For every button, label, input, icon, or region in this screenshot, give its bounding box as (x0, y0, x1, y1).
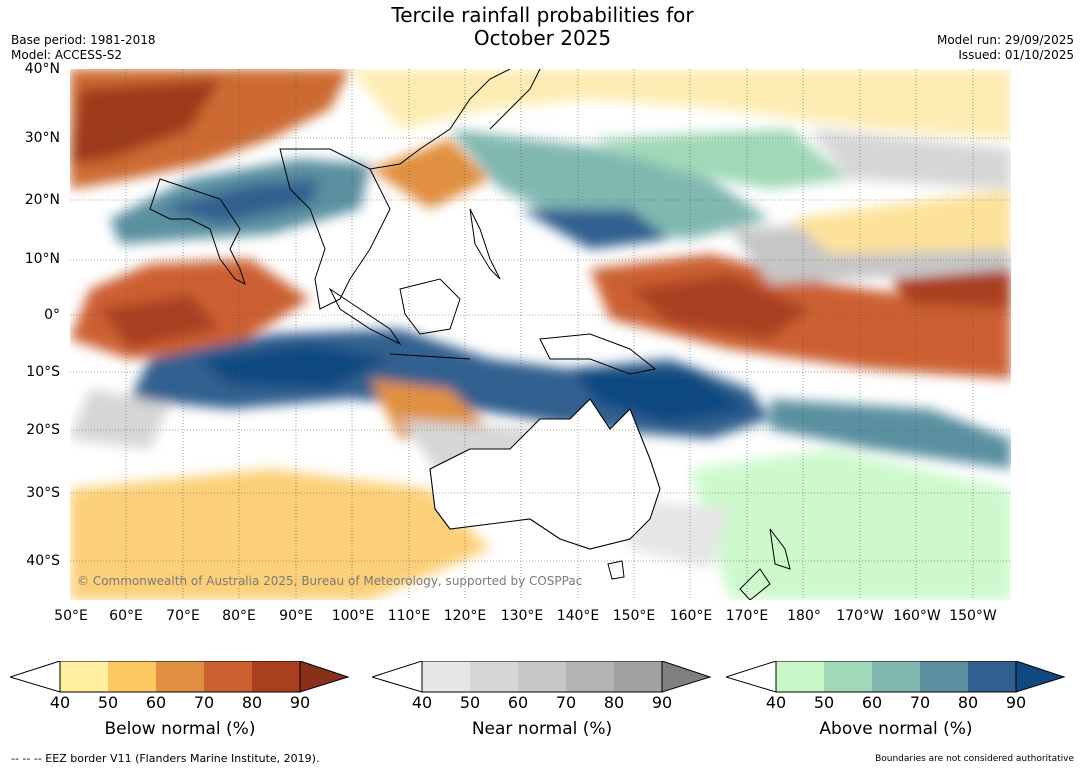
colorbar-above-title: Above normal (%) (819, 719, 973, 739)
colorbar-below-title: Below normal (%) (104, 719, 256, 739)
cb-below-tick-50: 50 (97, 693, 119, 712)
cb-below-tick-80: 80 (241, 693, 263, 712)
lat-label-30n: 30°N (24, 130, 60, 146)
cb-above-tick-60: 60 (861, 693, 883, 712)
model-run: Model run: 29/09/2025 (936, 33, 1074, 47)
colorbar-below (10, 661, 350, 693)
lon-label-150w: 150°W (949, 608, 997, 624)
java-coastline (389, 353, 471, 360)
lon-label-180: 180° (787, 608, 821, 624)
map-canvas (70, 69, 1011, 600)
borneo-coastline (399, 278, 461, 335)
map-title-line1: Tercile rainfall probabilities for (391, 3, 694, 27)
colorbar-above (726, 661, 1066, 693)
cb-near-tick-50: 50 (459, 693, 481, 712)
china-coastline (369, 69, 511, 170)
lon-label-60e: 60°E (109, 608, 143, 624)
cb-below-tick-60: 60 (145, 693, 167, 712)
new-zealand-coastline (739, 528, 791, 600)
footer-eez-note: -- -- -- EEZ border V11 (Flanders Marine… (11, 752, 320, 765)
india-coastline (149, 178, 246, 285)
colorbar-near (372, 661, 712, 693)
lat-label-40s: 40°S (26, 553, 60, 569)
cb-below-tick-90: 90 (289, 693, 311, 712)
lat-label-10n: 10°N (24, 251, 60, 267)
cb-near-tick-80: 80 (603, 693, 625, 712)
cb-above-tick-90: 90 (1005, 693, 1027, 712)
cb-above-tick-50: 50 (813, 693, 835, 712)
issued-date: Issued: 01/10/2025 (958, 48, 1074, 62)
lat-label-20s: 20°S (26, 422, 60, 438)
probability-map (70, 69, 1011, 600)
copyright-notice: © Commonwealth of Australia 2025, Bureau… (77, 574, 583, 588)
cb-near-tick-70: 70 (555, 693, 577, 712)
footer-disclaimer: Boundaries are not considered authoritat… (875, 754, 1074, 764)
map-title-line2: October 2025 (473, 26, 612, 50)
graticule (70, 69, 1011, 600)
lon-label-80e: 80°E (222, 608, 256, 624)
colorbar-near-title: Near normal (%) (471, 719, 613, 739)
australia-coastline (429, 398, 661, 550)
new-guinea-coastline (539, 333, 657, 375)
lat-label-20n: 20°N (24, 192, 60, 208)
cb-below-tick-70: 70 (193, 693, 215, 712)
lon-label-140e: 140°E (556, 608, 600, 624)
model-name: Model: ACCESS-S2 (11, 48, 123, 62)
sumatra-coastline (328, 287, 402, 346)
lon-label-70e: 70°E (166, 608, 200, 624)
lon-label-170e: 170°E (725, 608, 769, 624)
lon-label-150e: 150°E (612, 608, 656, 624)
lon-label-50e: 50°E (54, 608, 88, 624)
lon-label-130e: 130°E (500, 608, 544, 624)
cb-near-tick-60: 60 (507, 693, 529, 712)
lon-label-120e: 120°E (443, 608, 487, 624)
cb-near-tick-40: 40 (411, 693, 433, 712)
cb-near-tick-90: 90 (651, 693, 673, 712)
lon-label-100e: 100°E (331, 608, 375, 624)
cb-below-tick-40: 40 (49, 693, 71, 712)
meta-right: Model run: 29/09/2025 Issued: 01/10/2025 (937, 33, 1074, 63)
lon-label-170w: 170°W (836, 608, 884, 624)
lon-label-110e: 110°E (387, 608, 431, 624)
lat-label-30s: 30°S (26, 485, 60, 501)
meta-left: Base period: 1981-2018 Model: ACCESS-S2 (11, 33, 156, 63)
tasmania-coastline (607, 560, 625, 580)
lon-label-160w: 160°W (893, 608, 941, 624)
cb-above-tick-40: 40 (765, 693, 787, 712)
lat-label-40n: 40°N (24, 61, 60, 77)
japan-coastline (489, 69, 541, 130)
lat-label-10s: 10°S (26, 364, 60, 380)
base-period: Base period: 1981-2018 (11, 33, 156, 47)
cb-above-tick-80: 80 (957, 693, 979, 712)
lat-label-eq: 0° (44, 307, 60, 323)
lon-label-90e: 90°E (279, 608, 313, 624)
philippines-coastline (469, 208, 501, 280)
lon-label-160e: 160°E (669, 608, 713, 624)
map-title: Tercile rainfall probabilities for Octob… (0, 4, 1085, 50)
cb-above-tick-70: 70 (909, 693, 931, 712)
